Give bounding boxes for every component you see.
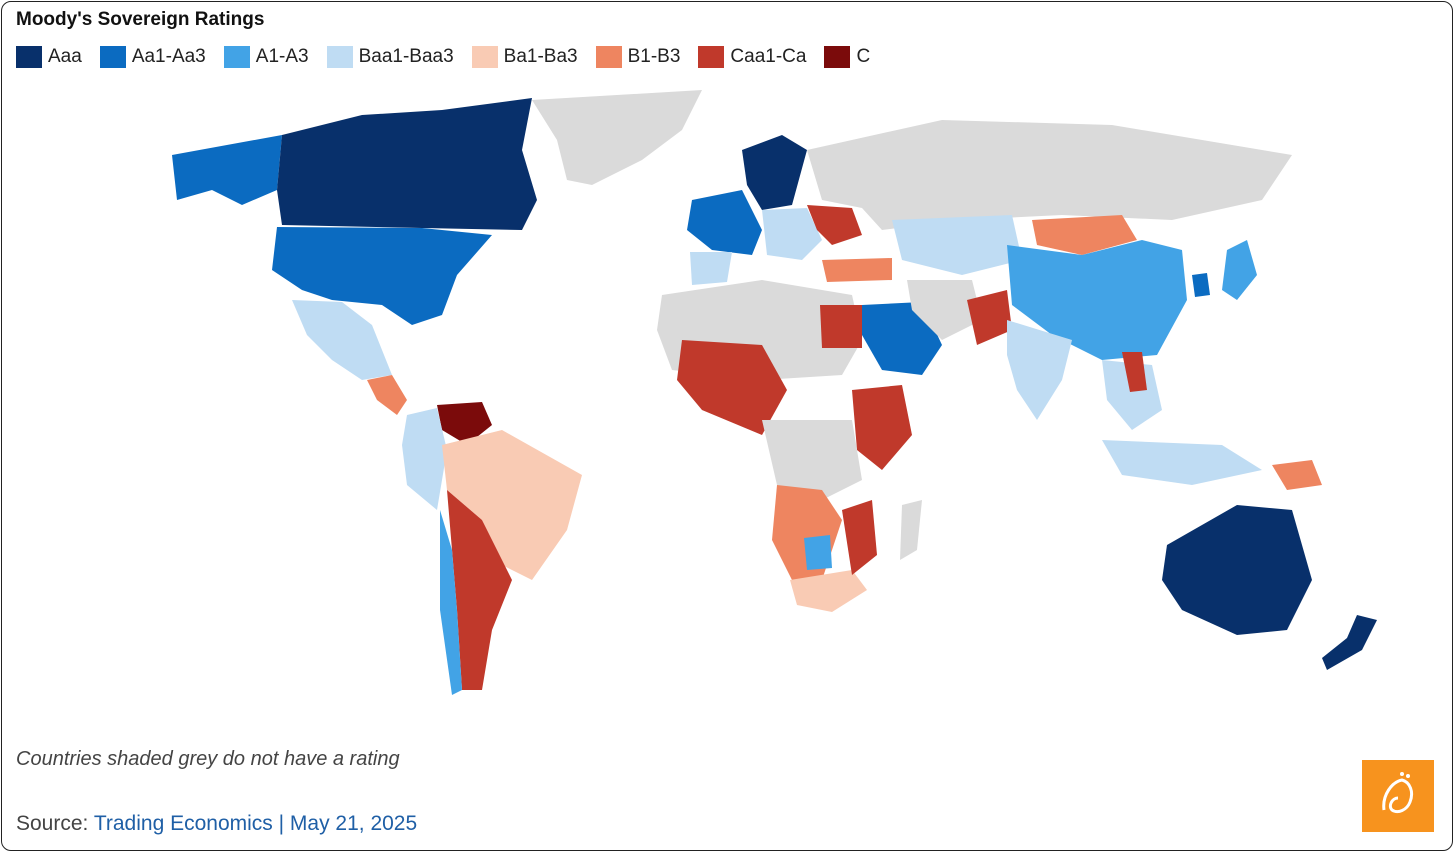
legend-label-c: C — [856, 46, 871, 67]
region-mexico — [292, 300, 392, 380]
region-saudi-arabia — [862, 302, 942, 375]
region-central-asia — [892, 215, 1022, 275]
legend-item-aa: Aa1-Aa3 — [99, 46, 206, 68]
region-ukraine — [807, 205, 862, 245]
legend-swatch-aaa — [16, 46, 42, 68]
legend-item-aaa: Aaa — [16, 46, 82, 68]
region-turkey — [822, 258, 892, 282]
chart-title: Moody's Sovereign Ratings — [16, 9, 265, 30]
region-russia — [807, 120, 1292, 230]
region-south-africa — [790, 570, 867, 612]
region-central-america — [367, 375, 407, 415]
region-east-africa — [852, 385, 912, 470]
legend-label-ba: Ba1-Ba3 — [503, 46, 578, 67]
legend-item-a: A1-A3 — [223, 46, 309, 68]
legend-swatch-ba — [471, 46, 498, 68]
legend-swatch-aa — [99, 46, 126, 68]
region-iberia — [690, 252, 732, 285]
legend-swatch-c — [824, 46, 851, 68]
region-australia — [1162, 505, 1312, 635]
region-alaska — [172, 135, 282, 205]
region-eastern-europe — [762, 208, 822, 260]
region-iran — [907, 280, 982, 340]
region-new-zealand — [1322, 615, 1377, 670]
legend-item-c: C — [824, 46, 870, 68]
legend-item-b: B1-B3 — [595, 46, 681, 68]
region-southeast-asia — [1102, 360, 1162, 430]
region-egypt — [820, 305, 862, 348]
legend-swatch-caa — [698, 46, 725, 68]
region-mozambique — [842, 500, 877, 575]
region-scandinavia — [742, 135, 807, 210]
world-map — [172, 90, 1377, 695]
region-papua-new-guinea — [1272, 460, 1322, 490]
region-colombia-peru — [402, 408, 447, 510]
region-chile — [440, 510, 462, 695]
region-botswana — [804, 535, 832, 570]
legend-label-caa: Caa1-Ca — [730, 46, 807, 67]
legend-item-baa: Baa1-Baa3 — [326, 46, 454, 68]
region-mongolia — [1032, 215, 1137, 255]
region-argentina — [447, 490, 512, 690]
legend-swatch-a — [223, 46, 250, 68]
region-venezuela — [437, 402, 492, 445]
legend-item-ba: Ba1-Ba3 — [471, 46, 578, 68]
source-line: Source: Trading Economics | May 21, 2025 — [16, 812, 417, 836]
region-madagascar — [900, 500, 922, 560]
region-china — [1007, 240, 1187, 360]
region-korea — [1192, 273, 1210, 297]
legend-swatch-baa — [326, 46, 353, 68]
region-india — [1007, 320, 1072, 420]
legend-item-caa: Caa1-Ca — [698, 46, 806, 68]
legend-label-aaa: Aaa — [48, 46, 82, 67]
region-pakistan — [967, 290, 1012, 345]
region-west-africa — [677, 340, 787, 435]
region-western-europe — [687, 190, 762, 255]
legend-label-a: A1-A3 — [255, 46, 309, 67]
region-brazil — [442, 430, 582, 580]
region-greenland — [532, 90, 702, 185]
legend-label-baa: Baa1-Baa3 — [358, 46, 454, 67]
source-prefix: Source: — [16, 812, 94, 835]
region-usa — [272, 227, 492, 325]
broadcaster-logo — [1362, 760, 1434, 832]
legend-swatch-b — [595, 46, 622, 68]
map-note: Countries shaded grey do not have a rati… — [16, 748, 400, 770]
legend-label-b: B1-B3 — [627, 46, 681, 67]
legend: Aaa Aa1-Aa3 A1-A3 Baa1-Baa3 Ba1-Ba3 B1-B… — [16, 46, 888, 68]
legend-label-aa: Aa1-Aa3 — [131, 46, 206, 67]
region-laos — [1122, 352, 1147, 392]
region-indonesia — [1102, 440, 1262, 485]
region-canada — [277, 98, 537, 230]
region-japan — [1222, 240, 1257, 300]
source-link[interactable]: Trading Economics | May 21, 2025 — [93, 812, 418, 835]
region-central-africa — [762, 420, 862, 500]
logo-icon — [1382, 772, 1414, 814]
